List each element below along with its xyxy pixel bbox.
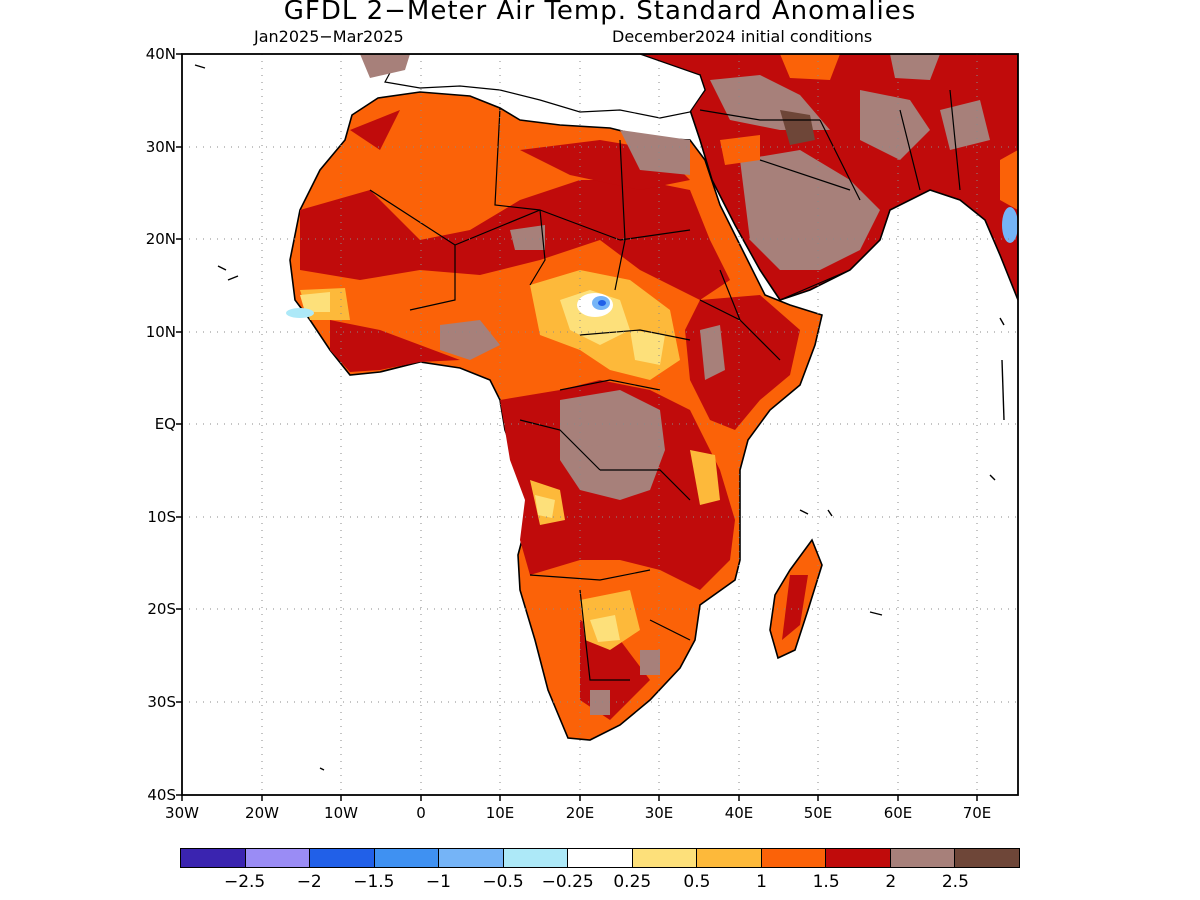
colorbar-swatch [697, 849, 762, 867]
colorbar-swatch [568, 849, 633, 867]
lat-label-20n: 20N [145, 230, 176, 248]
lon-label-30e: 30E [644, 804, 674, 822]
lat-label-40n: 40N [145, 45, 176, 63]
anomaly-15-middle-east [720, 54, 1018, 210]
lat-label-eq: EQ [154, 415, 176, 433]
map-title: GFDL 2−Meter Air Temp. Standard Anomalie… [283, 0, 917, 26]
lat-label-10s: 10S [147, 508, 176, 526]
anomaly-25-regions [360, 54, 725, 715]
colorbar-swatch [181, 849, 246, 867]
colorbar [180, 848, 1020, 868]
mediterranean-nodata [384, 54, 706, 119]
colorbar-swatch [439, 849, 504, 867]
anomaly-cold-spot [286, 207, 1018, 318]
country-borders [369, 89, 961, 681]
colorbar-label: −2 [296, 872, 322, 892]
colorbar-label: 2 [885, 872, 897, 892]
colorbar-label: 2.5 [941, 872, 969, 892]
colorbar-swatch [245, 849, 311, 867]
lon-label-60e: 60E [883, 804, 913, 822]
colorbar-label: 1.5 [812, 872, 840, 892]
lon-label-10w: 10W [324, 804, 358, 822]
colorbar-label: 0.25 [613, 872, 652, 892]
map-frame [181, 53, 1019, 796]
colorbar-label: −1 [425, 872, 451, 892]
initial-conditions-label: December2024 initial conditions [612, 27, 873, 46]
lon-label-50e: 50E [803, 804, 833, 822]
lon-label-70e: 70E [962, 804, 992, 822]
colorbar-swatch [503, 849, 569, 867]
colorbar-label: −1.5 [353, 872, 395, 892]
axis-ticks [176, 53, 978, 801]
colorbar-swatch [310, 849, 375, 867]
lat-label-10n: 10N [145, 323, 176, 341]
lat-label-20s: 20S [147, 600, 176, 618]
lat-label-40s: 40S [147, 786, 176, 804]
colorbar-swatch [890, 849, 956, 867]
colorbar-swatch [955, 849, 1019, 867]
lon-label-30w: 30W [165, 804, 199, 822]
colorbar-label: −0.5 [482, 872, 524, 892]
lon-label-20w: 20W [245, 804, 279, 822]
colorbar-swatch [826, 849, 891, 867]
lon-label-20e: 20E [565, 804, 595, 822]
lon-label-10e: 10E [485, 804, 515, 822]
anomaly-3-regions [780, 110, 815, 145]
colorbar-swatch [374, 849, 440, 867]
lat-label-30s: 30S [147, 693, 176, 711]
anomaly-fields [194, 54, 1018, 771]
colorbar-label: −0.25 [541, 872, 594, 892]
lon-label-40e: 40E [724, 804, 754, 822]
period-label: Jan2025−Mar2025 [254, 27, 404, 46]
lat-label-30n: 30N [145, 138, 176, 156]
colorbar-label: 1 [756, 872, 767, 892]
colorbar-label: −2.5 [223, 872, 266, 892]
lon-label-0: 0 [416, 804, 426, 822]
islands [194, 64, 1005, 771]
colorbar-label: 0.5 [683, 872, 711, 892]
colorbar-swatch [761, 849, 827, 867]
colorbar-swatch [632, 849, 698, 867]
